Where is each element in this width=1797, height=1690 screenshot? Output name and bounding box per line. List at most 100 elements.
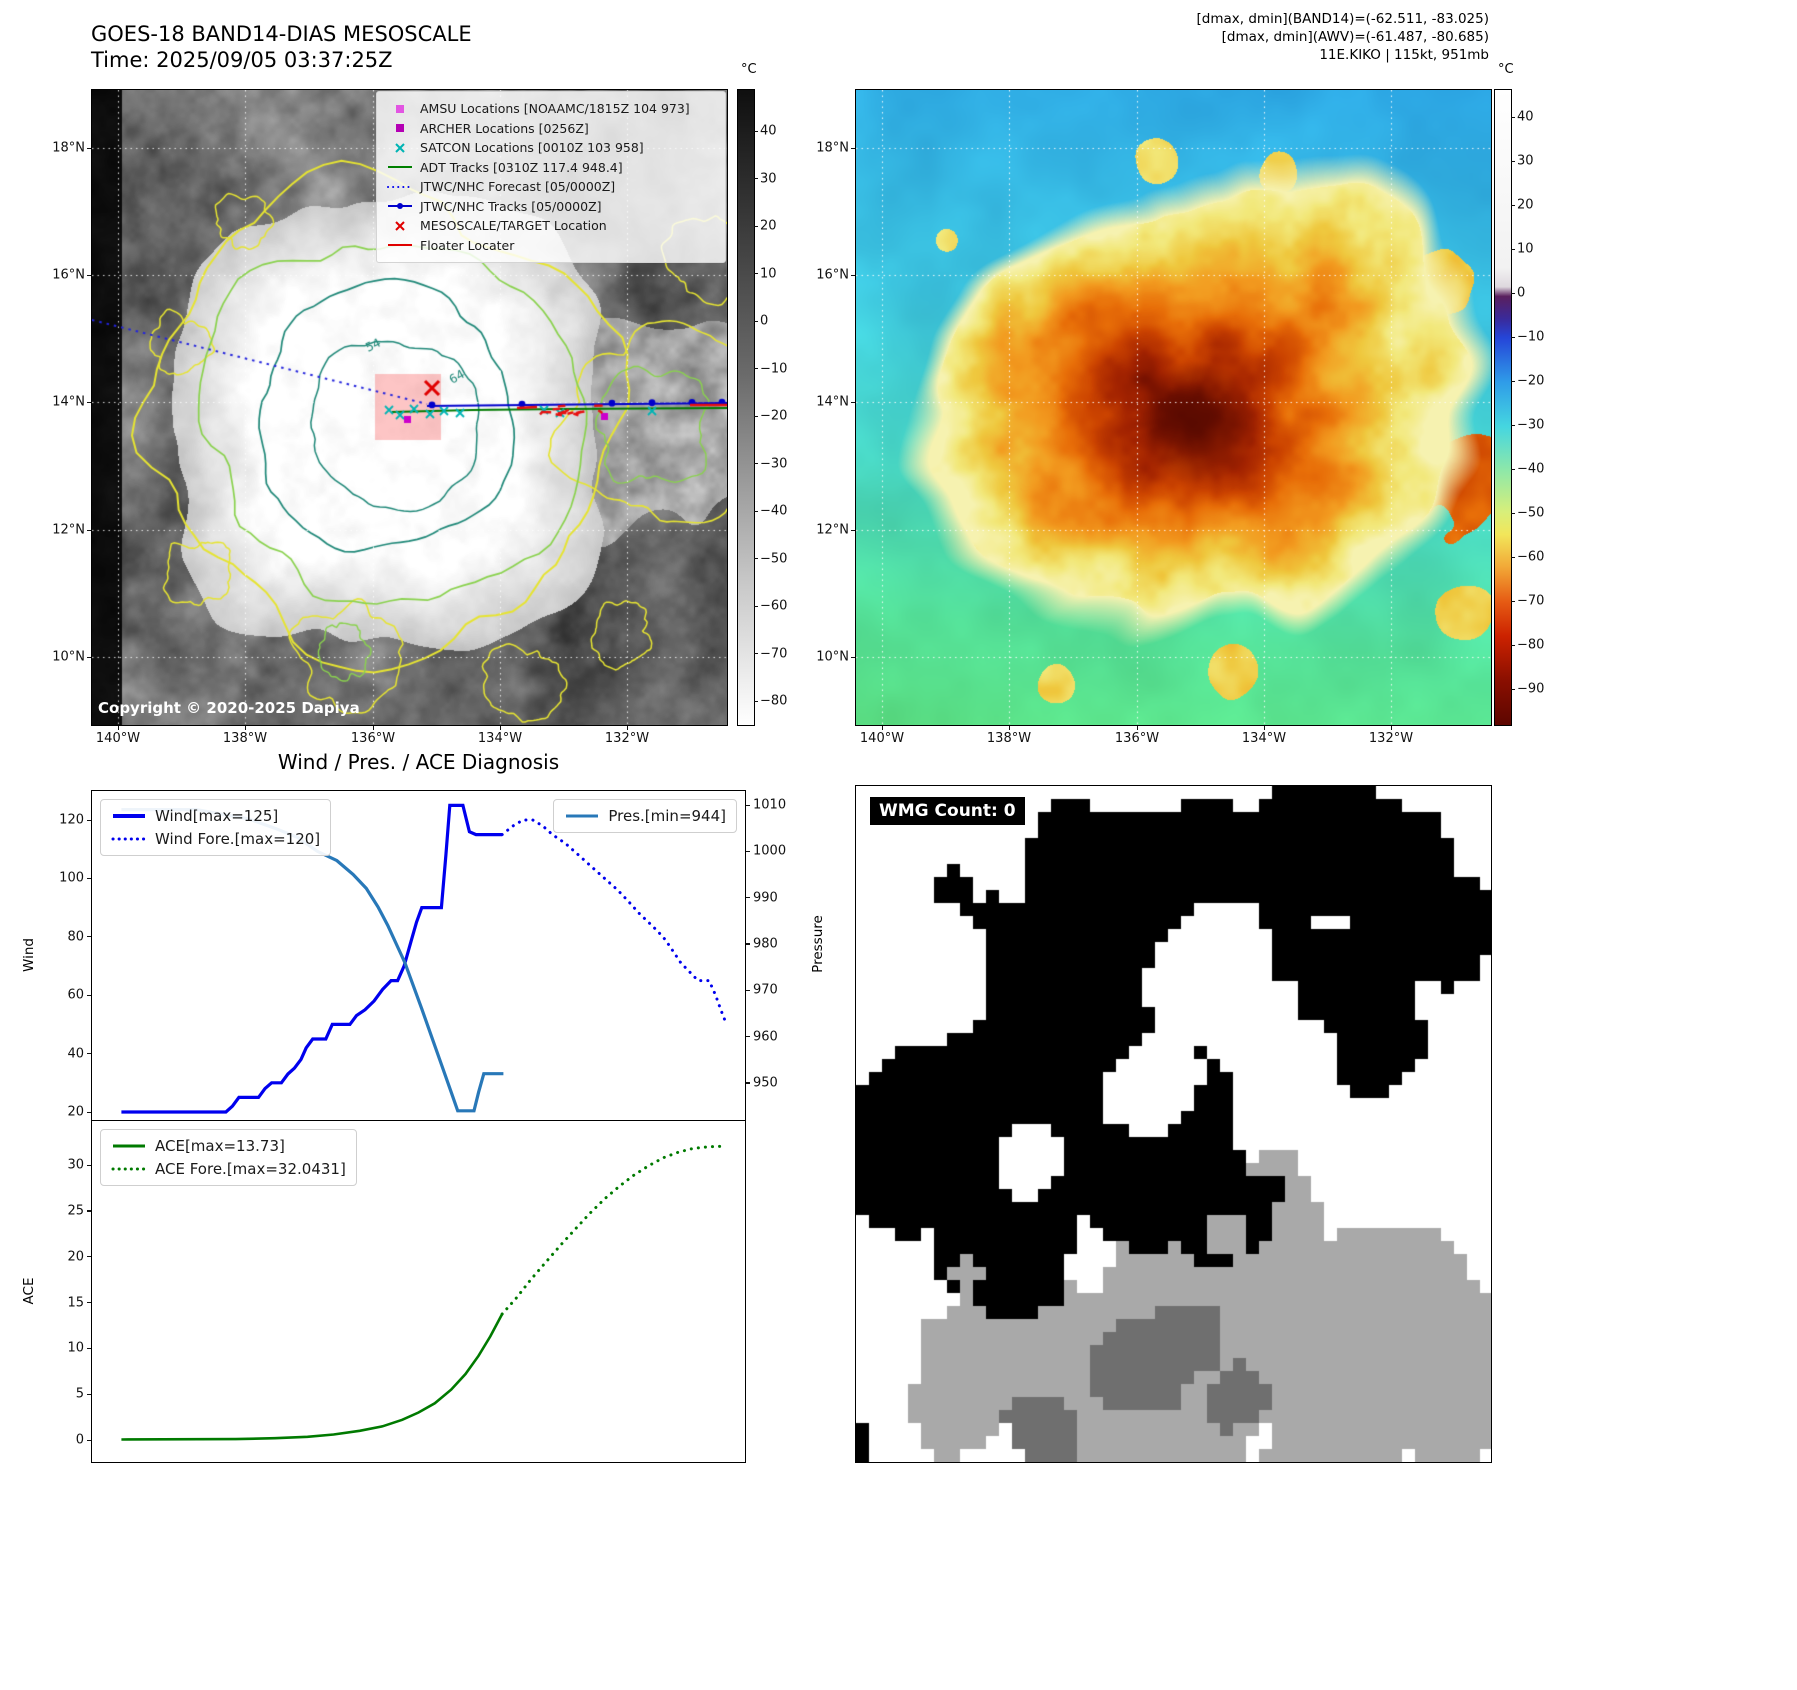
legend-entry: Pres.[min=944] bbox=[564, 807, 726, 825]
colorbar-tick-label: −20 bbox=[760, 408, 788, 424]
tick-mark bbox=[746, 1036, 750, 1038]
map-legend-label: JTWC/NHC Tracks [05/0000Z] bbox=[420, 198, 602, 214]
colorbar-tick-label: −30 bbox=[1517, 417, 1545, 433]
colorbar-tick-label: −50 bbox=[1517, 505, 1545, 521]
dotted-line-sample-icon bbox=[111, 1167, 147, 1171]
ace-plot-area bbox=[121, 1144, 724, 1441]
awv-map-panel bbox=[855, 89, 1492, 726]
legend-label: ACE[max=13.73] bbox=[155, 1137, 285, 1155]
series-line bbox=[500, 1144, 724, 1316]
ace-legend: ACE[max=13.73] ACE Fore.[max=32.0431] bbox=[100, 1129, 357, 1186]
ace-tick-label: 30 bbox=[67, 1157, 84, 1173]
lat-tick-label: 18°N bbox=[816, 140, 849, 156]
awv-colorbar-unit: °C bbox=[1498, 62, 1514, 77]
lon-tick-label: 138°W bbox=[222, 731, 268, 746]
wind-tick-label: 100 bbox=[59, 870, 84, 886]
map-legend-label: ARCHER Locations [0256Z] bbox=[420, 120, 589, 136]
map-legend-label: MESOSCALE/TARGET Location bbox=[420, 218, 607, 234]
colorbar-tick-label: −70 bbox=[760, 646, 788, 661]
band14-colorbar bbox=[737, 89, 755, 726]
tick-mark bbox=[117, 726, 119, 730]
wind-pressure-chart bbox=[91, 790, 746, 1121]
colorbar-tick-label: 40 bbox=[1517, 109, 1534, 125]
legend-entry: Wind[max=125] bbox=[111, 807, 320, 825]
lat-tick-label: 16°N bbox=[52, 267, 85, 283]
map-legend-entry: JTWC/NHC Tracks [05/0000Z] bbox=[386, 197, 716, 217]
wmg-panel: WMG Count: 0 bbox=[855, 785, 1492, 1463]
band14-map-legend: AMSU Locations [NOAAMC/1815Z 104 973] ARC… bbox=[376, 91, 726, 263]
pressure-tick-label: 1010 bbox=[753, 797, 787, 813]
map-legend-label: ADT Tracks [0310Z 117.4 948.4] bbox=[420, 159, 623, 175]
tick-mark bbox=[372, 726, 374, 730]
lat-tick-label: 12°N bbox=[816, 522, 849, 538]
lat-tick-label: 10°N bbox=[52, 649, 85, 665]
lat-tick-label: 10°N bbox=[816, 649, 849, 665]
square-marker-icon bbox=[396, 104, 404, 113]
map-legend-entry: JTWC/NHC Forecast [05/0000Z] bbox=[386, 177, 716, 197]
colorbar-tick-label: −60 bbox=[1517, 549, 1545, 565]
dmax-dmin-band14-annotation: [dmax, dmin](BAND14)=(-62.511, -83.025) bbox=[1196, 11, 1489, 27]
tick-mark bbox=[881, 726, 883, 730]
dotted-line-sample-icon bbox=[111, 837, 147, 841]
colorbar-tick-label: −80 bbox=[1517, 637, 1545, 653]
awv-colorbar bbox=[1494, 89, 1512, 726]
map-legend-entry: Floater Locater bbox=[386, 236, 716, 256]
wind-legend: Wind[max=125] Wind Fore.[max=120] bbox=[100, 799, 332, 856]
colorbar-tick-label: 20 bbox=[760, 218, 777, 234]
pressure-tick-label: 990 bbox=[753, 890, 778, 906]
colorbar-tick-label: 30 bbox=[1517, 153, 1534, 169]
series-line bbox=[121, 803, 503, 1114]
pressure-tick-label: 950 bbox=[753, 1075, 778, 1091]
colorbar-tick-label: −50 bbox=[760, 551, 788, 566]
colorbar-tick-label: 0 bbox=[760, 313, 769, 329]
wind-tick-label: 60 bbox=[67, 987, 84, 1003]
x-marker-icon bbox=[395, 143, 405, 153]
wind-tick-label: 80 bbox=[67, 929, 84, 945]
tick-mark bbox=[746, 850, 750, 853]
wind-axis-label: Wind bbox=[21, 938, 37, 972]
colorbar-tick-label: −10 bbox=[1517, 329, 1545, 345]
colorbar-tick-label: −40 bbox=[1517, 461, 1545, 477]
colorbar-tick-label: 40 bbox=[760, 123, 777, 139]
legend-label: Pres.[min=944] bbox=[608, 807, 726, 825]
map-legend-label: SATCON Locations [0010Z 103 958] bbox=[420, 140, 644, 156]
colorbar-tick-label: −10 bbox=[760, 361, 788, 376]
colorbar-tick-label: 0 bbox=[1517, 285, 1526, 301]
tick-mark bbox=[746, 989, 750, 991]
ace-tick-label: 0 bbox=[75, 1432, 84, 1448]
line-marker-icon bbox=[388, 166, 412, 169]
ace-tick-label: 10 bbox=[67, 1340, 84, 1356]
lon-tick-label: 138°W bbox=[986, 731, 1032, 746]
series-line bbox=[121, 1313, 504, 1441]
dotted-line-marker-icon bbox=[387, 185, 413, 188]
tick-mark bbox=[746, 1082, 750, 1084]
wind-tick-label: 20 bbox=[67, 1104, 84, 1120]
colorbar-tick-label: 30 bbox=[760, 171, 777, 186]
lon-tick-label: 132°W bbox=[604, 731, 650, 746]
tick-mark bbox=[1263, 726, 1265, 730]
ace-tick-label: 5 bbox=[75, 1386, 84, 1402]
map-legend-entry: MESOSCALE/TARGET Location bbox=[386, 216, 716, 236]
lat-tick-label: 14°N bbox=[816, 394, 849, 410]
band14-colorbar-unit: °C bbox=[741, 62, 757, 77]
colorbar-tick-label: −80 bbox=[760, 693, 788, 709]
tick-mark bbox=[499, 726, 501, 730]
colorbar-tick-label: −70 bbox=[1517, 593, 1545, 609]
ace-tick-label: 15 bbox=[67, 1295, 84, 1310]
legend-entry: ACE Fore.[max=32.0431] bbox=[111, 1160, 346, 1178]
ace-tick-label: 20 bbox=[67, 1249, 84, 1265]
pressure-axis-label: Pressure bbox=[810, 915, 826, 973]
colorbar-tick-label: 10 bbox=[760, 266, 777, 281]
x-marker-icon bbox=[395, 221, 405, 231]
tick-mark bbox=[1136, 726, 1138, 730]
line-sample-icon bbox=[113, 814, 145, 818]
tick-mark bbox=[244, 726, 246, 730]
tick-mark bbox=[1008, 726, 1010, 730]
colorbar-tick-label: −20 bbox=[1517, 373, 1545, 389]
awv-satellite-image bbox=[856, 90, 1491, 725]
pressure-legend: Pres.[min=944] bbox=[553, 799, 737, 833]
map-legend-entry: AMSU Locations [NOAAMC/1815Z 104 973] bbox=[386, 99, 716, 119]
band14-title: GOES-18 BAND14-DIAS MESOSCALE bbox=[91, 22, 472, 46]
lon-tick-label: 136°W bbox=[350, 731, 396, 746]
